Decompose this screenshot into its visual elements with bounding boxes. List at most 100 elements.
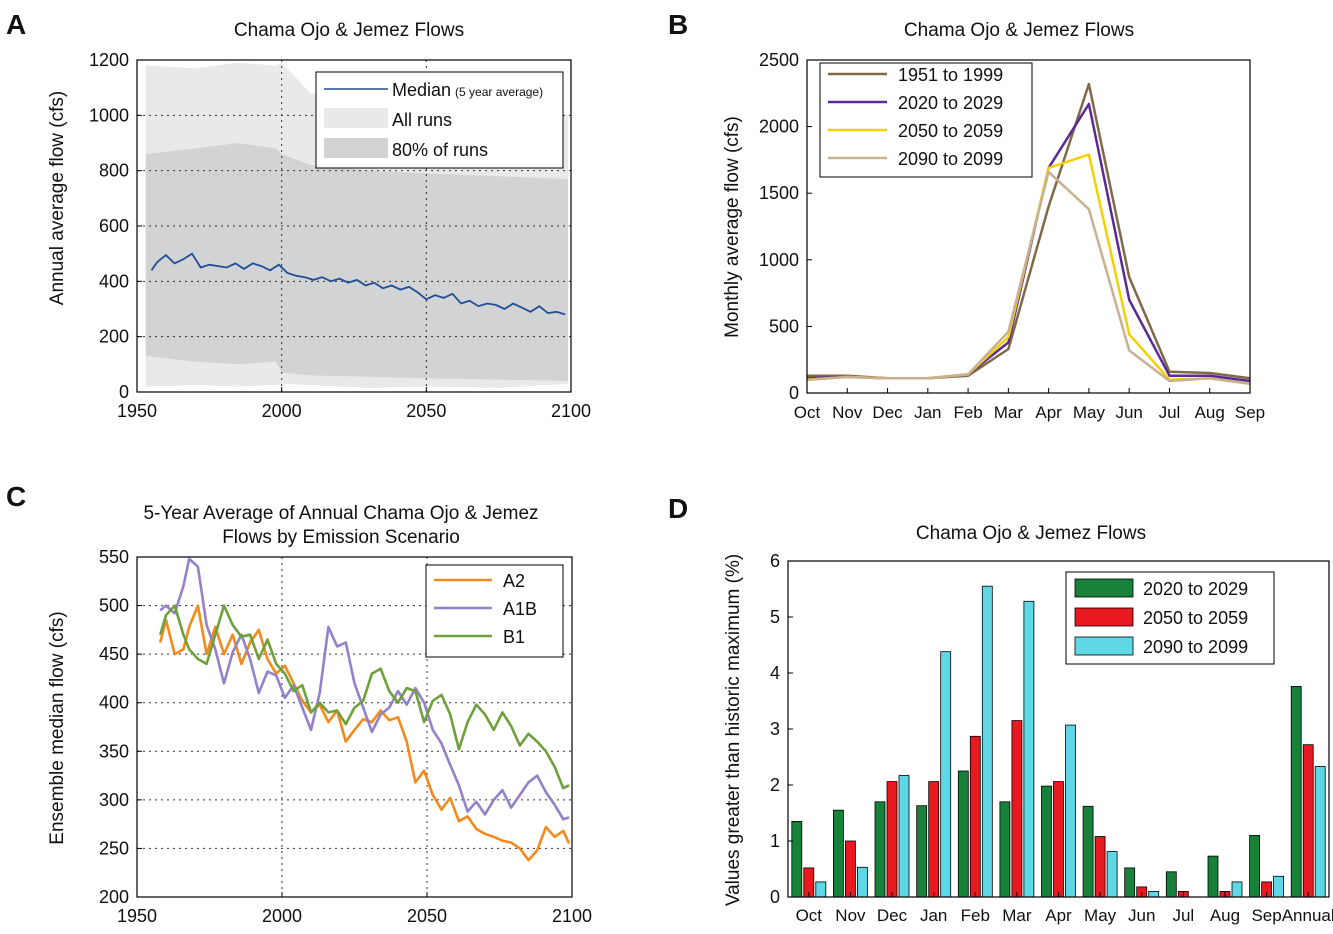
panel-a-legend-swatch-all bbox=[324, 108, 388, 128]
panel-a-legend-80: 80% of runs bbox=[392, 140, 488, 160]
panel-b-xtick-label: Feb bbox=[953, 403, 982, 422]
panel-d-bar bbox=[940, 651, 952, 898]
panel-d-ytick-label: 6 bbox=[770, 551, 780, 571]
panel-d-xtick-label: May bbox=[1084, 906, 1117, 925]
panel-b-title: Chama Ojo & Jemez Flows bbox=[904, 20, 1134, 41]
panel-d-bar bbox=[1231, 881, 1243, 898]
panel-d-legend-1: 2050 to 2059 bbox=[1143, 608, 1248, 628]
panel-a-ytick-label: 1200 bbox=[89, 50, 129, 70]
panel-b-legend-2: 2050 to 2059 bbox=[898, 121, 1003, 141]
panel-c-series-line-a2 bbox=[158, 604, 571, 862]
panel-a-xtick-label: 2100 bbox=[551, 401, 591, 421]
panel-a: A Chama Ojo & Jemez Flows Annual average… bbox=[6, 9, 591, 421]
panel-d-xtick-label: Oct bbox=[796, 906, 823, 925]
panel-c-legend-0: A2 bbox=[503, 571, 525, 591]
panel-d-xtick-label: Nov bbox=[835, 906, 866, 925]
panel-d-xtick-label: Annual bbox=[1282, 906, 1333, 925]
panel-d-ticks: Oct Nov Dec Jan Feb Mar Apr May Jun Jul Aug Sep Annu… bbox=[770, 551, 1333, 925]
panel-d-legend-0: 2020 to 2029 bbox=[1143, 579, 1248, 599]
panel-d-xtick-label: Dec bbox=[877, 906, 908, 925]
panel-a-ytick-label: 600 bbox=[99, 216, 129, 236]
panel-c-series-line-b1 bbox=[158, 604, 570, 790]
panel-c-legend: A2 A1B B1 bbox=[425, 564, 564, 658]
panel-c-series-line-a1b bbox=[159, 557, 570, 821]
panel-b-xtick-label: Apr bbox=[1035, 403, 1062, 422]
panel-b-xtick-label: Jul bbox=[1159, 403, 1181, 422]
panel-b-series-line-3 bbox=[806, 170, 1251, 385]
panel-d-xtick-label: Sep bbox=[1251, 906, 1281, 925]
panel-d-bar bbox=[999, 801, 1011, 898]
panel-c-ytick-label: 200 bbox=[99, 887, 129, 907]
panel-d-bar bbox=[928, 781, 940, 898]
panel-d-bar bbox=[1041, 785, 1052, 898]
panel-b-xtick-label: Jan bbox=[914, 403, 941, 422]
panel-d-xtick-label: Mar bbox=[1002, 906, 1032, 925]
panel-c-ytick-label: 250 bbox=[99, 838, 129, 858]
panel-b-ytick-label: 0 bbox=[789, 383, 799, 403]
panel-d-bar bbox=[845, 840, 856, 898]
panel-a-median-line bbox=[150, 252, 566, 316]
panel-b-xtick-label: Jun bbox=[1115, 403, 1142, 422]
panel-c: C 5-Year Average of Annual Chama Ojo & J… bbox=[6, 481, 592, 926]
panel-d-xtick-label: Jul bbox=[1172, 906, 1194, 925]
panel-d-bar bbox=[957, 770, 969, 898]
panel-a-xtick-label: 2000 bbox=[262, 401, 302, 421]
panel-a-ytick-label: 400 bbox=[99, 271, 129, 291]
panel-d-xtick-label: Feb bbox=[961, 906, 990, 925]
panel-b-label: B bbox=[668, 9, 688, 40]
panel-d-bar bbox=[1082, 805, 1094, 898]
panel-d-bar bbox=[1290, 686, 1302, 898]
panel-d-bar bbox=[857, 866, 868, 898]
panel-a-xtick-label: 1950 bbox=[117, 401, 157, 421]
panel-a-ytick-label: 200 bbox=[99, 327, 129, 347]
panel-d-ytick-label: 3 bbox=[770, 719, 780, 739]
panel-d-bar bbox=[1023, 600, 1035, 898]
panel-a-title: Chama Ojo & Jemez Flows bbox=[234, 20, 464, 41]
panel-d-title: Chama Ojo & Jemez Flows bbox=[916, 523, 1146, 544]
panel-d-bar bbox=[874, 801, 886, 898]
panel-b-legend: 1951 to 1999 2020 to 2029 2050 to 2059 2… bbox=[819, 62, 1033, 178]
panel-c-xtick-label: 2100 bbox=[552, 906, 592, 926]
panel-d-bar bbox=[1124, 867, 1136, 898]
panel-d-ylabel: Values greater than historic maximum (%) bbox=[723, 554, 744, 906]
panel-c-ytick-label: 300 bbox=[99, 790, 129, 810]
panel-d-bar bbox=[886, 781, 898, 898]
panel-d-legend-swatch-1 bbox=[1074, 607, 1134, 627]
panel-d-bar bbox=[1053, 781, 1064, 898]
panel-a-ytick-label: 1000 bbox=[89, 105, 129, 125]
panel-d-legend-swatch-0 bbox=[1074, 578, 1134, 598]
panel-a-xtick-label: 2050 bbox=[406, 401, 446, 421]
panel-d-xtick-label: Jan bbox=[920, 906, 947, 925]
panel-c-ylabel: Ensemble median flow (cfs) bbox=[47, 611, 68, 844]
panel-d-label: D bbox=[668, 493, 688, 524]
panel-d-bar bbox=[1273, 875, 1284, 898]
panel-d-xtick-label: Jun bbox=[1128, 906, 1155, 925]
panel-a-legend-swatch-80 bbox=[324, 138, 388, 158]
panel-d-ytick-label: 1 bbox=[770, 831, 780, 851]
panel-c-ticks: 1950 2000 2050 2100 200 250 300 350 400 450 500 550 bbox=[99, 547, 592, 926]
panel-b: B Chama Ojo & Jemez Flows Monthly averag… bbox=[668, 9, 1265, 422]
panel-d-legend-swatch-2 bbox=[1074, 636, 1134, 656]
panel-b-frame bbox=[806, 59, 1251, 394]
panel-c-label: C bbox=[6, 481, 26, 512]
panel-b-xtick-label: Aug bbox=[1195, 403, 1225, 422]
panel-b-ticks: Oct Nov Dec Jan Feb Mar Apr May Jun Jul Aug Sep 0 500… bbox=[759, 50, 1265, 422]
panel-c-ytick-label: 550 bbox=[99, 547, 129, 567]
panel-a-label: A bbox=[6, 9, 26, 40]
panel-b-legend-3: 2090 to 2099 bbox=[898, 149, 1003, 169]
panel-d-ytick-label: 5 bbox=[770, 607, 780, 627]
panel-b-ytick-label: 1500 bbox=[759, 183, 799, 203]
panel-c-ytick-label: 450 bbox=[99, 644, 129, 664]
panel-a-series bbox=[150, 252, 566, 316]
panel-b-xtick-label: May bbox=[1073, 403, 1106, 422]
panel-d-bar bbox=[981, 585, 993, 898]
panel-c-xtick-label: 1950 bbox=[117, 906, 157, 926]
panel-a-ytick-label: 0 bbox=[119, 382, 129, 402]
panel-b-series-line-2 bbox=[806, 153, 1251, 385]
panel-d-bar bbox=[1011, 720, 1023, 898]
panel-b-legend-0: 1951 to 1999 bbox=[898, 65, 1003, 85]
panel-d-bar bbox=[791, 821, 803, 898]
panel-b-xtick-label: Oct bbox=[794, 403, 821, 422]
